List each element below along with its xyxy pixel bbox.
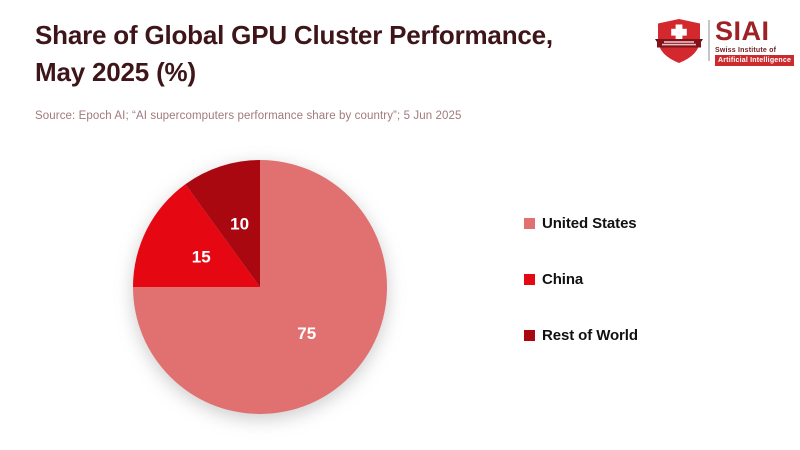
- pie-value-label-rest-of-world: 10: [230, 215, 249, 234]
- legend-label-rest-of-world: Rest of World: [542, 326, 638, 344]
- siai-logo: SIAI Swiss Institute of Artificial Intel…: [655, 16, 795, 66]
- pie-value-label-china: 15: [192, 248, 211, 267]
- chart-legend: United States China Rest of World: [524, 214, 638, 344]
- pie-chart: 75 15 10: [133, 160, 387, 414]
- page-title-line-1: Share of Global GPU Cluster Performance,: [35, 20, 553, 50]
- pie-value-label-united-states: 75: [297, 324, 316, 343]
- logo-subtitle-line1: Swiss Institute of: [715, 47, 777, 54]
- logo-acronym: SIAI: [715, 16, 770, 46]
- pie-slice-rest-of-world: [185, 160, 260, 287]
- swiss-shield-icon: [655, 19, 703, 63]
- legend-swatch-china: [524, 273, 535, 285]
- legend-swatch-united-states: [524, 217, 535, 229]
- legend-label-united-states: United States: [542, 214, 637, 232]
- logo-subtitle-line2: Artificial Intelligence: [715, 55, 795, 66]
- logo-text-block: SIAI Swiss Institute of Artificial Intel…: [715, 16, 795, 66]
- legend-label-china: China: [542, 270, 584, 288]
- pie-slice-china: [133, 184, 260, 287]
- source-attribution: Source: Epoch AI; “AI supercomputers per…: [35, 110, 462, 122]
- legend-swatch-rest-of-world: [524, 329, 535, 341]
- legend-item-rest-of-world: Rest of World: [524, 326, 638, 344]
- logo-divider: [708, 20, 710, 61]
- legend-item-united-states: United States: [524, 214, 638, 232]
- page-title: Share of Global GPU Cluster Performance,…: [35, 17, 655, 91]
- page-title-line-2: May 2025 (%): [35, 57, 196, 87]
- legend-item-china: China: [524, 270, 638, 288]
